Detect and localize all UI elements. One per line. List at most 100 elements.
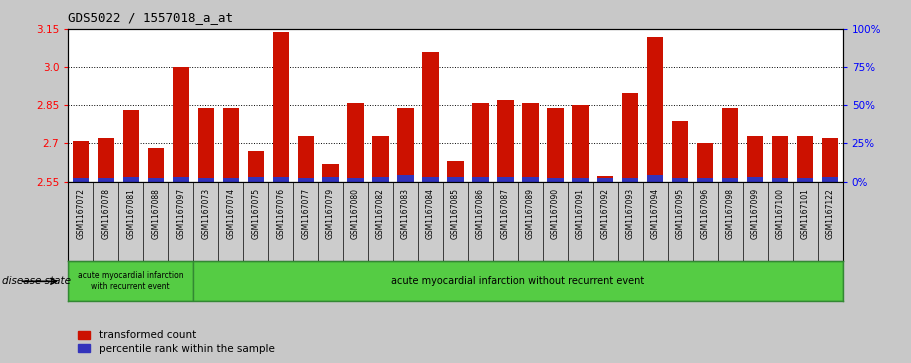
- Bar: [148, 148, 164, 182]
- Text: GSM1167094: GSM1167094: [650, 188, 660, 239]
- Bar: [73, 179, 89, 182]
- Bar: [347, 179, 363, 182]
- Text: GSM1167101: GSM1167101: [801, 188, 810, 239]
- Bar: [797, 179, 814, 182]
- Text: GSM1167073: GSM1167073: [201, 188, 210, 239]
- Bar: [697, 143, 713, 182]
- Text: GSM1167087: GSM1167087: [501, 188, 510, 239]
- Bar: [298, 179, 313, 182]
- Bar: [322, 177, 339, 182]
- Bar: [373, 177, 389, 182]
- Bar: [198, 179, 214, 182]
- Text: GSM1167083: GSM1167083: [401, 188, 410, 239]
- Bar: [447, 177, 464, 182]
- Text: GSM1167089: GSM1167089: [526, 188, 535, 239]
- Text: GSM1167095: GSM1167095: [676, 188, 685, 239]
- Text: GSM1167096: GSM1167096: [701, 188, 710, 239]
- Bar: [522, 103, 538, 182]
- Text: GSM1167085: GSM1167085: [451, 188, 460, 239]
- Bar: [123, 110, 138, 182]
- Text: GSM1167098: GSM1167098: [726, 188, 735, 239]
- Text: disease state: disease state: [2, 276, 71, 286]
- Bar: [148, 179, 164, 182]
- Bar: [248, 151, 264, 182]
- Bar: [773, 179, 788, 182]
- Text: GSM1167072: GSM1167072: [77, 188, 86, 239]
- Bar: [622, 179, 639, 182]
- Text: GDS5022 / 1557018_a_at: GDS5022 / 1557018_a_at: [68, 11, 233, 24]
- Text: GSM1167082: GSM1167082: [376, 188, 385, 239]
- Text: GSM1167086: GSM1167086: [476, 188, 485, 239]
- Bar: [473, 177, 488, 182]
- Bar: [373, 136, 389, 182]
- Bar: [222, 108, 239, 182]
- Bar: [747, 177, 763, 182]
- Bar: [647, 37, 663, 182]
- Bar: [797, 136, 814, 182]
- Bar: [647, 175, 663, 182]
- Text: GSM1167122: GSM1167122: [825, 188, 834, 238]
- Legend: transformed count, percentile rank within the sample: transformed count, percentile rank withi…: [74, 326, 279, 358]
- Bar: [272, 32, 289, 182]
- Bar: [123, 177, 138, 182]
- Text: GSM1167084: GSM1167084: [426, 188, 435, 239]
- Bar: [722, 179, 739, 182]
- Text: GSM1167097: GSM1167097: [176, 188, 185, 239]
- Text: GSM1167080: GSM1167080: [351, 188, 360, 239]
- Bar: [572, 179, 589, 182]
- Bar: [548, 179, 564, 182]
- Text: GSM1167078: GSM1167078: [101, 188, 110, 239]
- Bar: [822, 138, 838, 182]
- Bar: [822, 177, 838, 182]
- Text: GSM1167092: GSM1167092: [601, 188, 609, 239]
- Bar: [622, 93, 639, 182]
- Bar: [248, 177, 264, 182]
- Text: GSM1167075: GSM1167075: [251, 188, 261, 239]
- Text: acute myocardial infarction
with recurrent event: acute myocardial infarction with recurre…: [78, 271, 184, 291]
- Text: GSM1167088: GSM1167088: [151, 188, 160, 239]
- Bar: [473, 103, 488, 182]
- Text: GSM1167076: GSM1167076: [276, 188, 285, 239]
- Bar: [697, 179, 713, 182]
- Text: GSM1167079: GSM1167079: [326, 188, 335, 239]
- Bar: [672, 121, 689, 182]
- Bar: [497, 100, 514, 182]
- Text: acute myocardial infarction without recurrent event: acute myocardial infarction without recu…: [392, 276, 645, 286]
- Bar: [497, 177, 514, 182]
- Bar: [423, 177, 438, 182]
- Bar: [397, 108, 414, 182]
- Bar: [222, 179, 239, 182]
- Text: GSM1167090: GSM1167090: [551, 188, 560, 239]
- Bar: [198, 108, 214, 182]
- Bar: [68, 261, 193, 301]
- Bar: [298, 136, 313, 182]
- Bar: [73, 141, 89, 182]
- Text: GSM1167077: GSM1167077: [302, 188, 310, 239]
- Bar: [522, 177, 538, 182]
- Bar: [722, 108, 739, 182]
- Bar: [598, 179, 613, 182]
- Text: GSM1167093: GSM1167093: [626, 188, 635, 239]
- Bar: [672, 179, 689, 182]
- Bar: [97, 138, 114, 182]
- Bar: [598, 176, 613, 182]
- Bar: [572, 105, 589, 182]
- Bar: [447, 161, 464, 182]
- Bar: [322, 164, 339, 182]
- Bar: [747, 136, 763, 182]
- Bar: [172, 177, 189, 182]
- Bar: [193, 261, 843, 301]
- Text: GSM1167099: GSM1167099: [751, 188, 760, 239]
- Bar: [272, 177, 289, 182]
- Bar: [548, 108, 564, 182]
- Bar: [397, 175, 414, 182]
- Bar: [423, 52, 438, 182]
- Text: GSM1167074: GSM1167074: [226, 188, 235, 239]
- Bar: [773, 136, 788, 182]
- Bar: [347, 103, 363, 182]
- Text: GSM1167091: GSM1167091: [576, 188, 585, 239]
- Bar: [172, 67, 189, 182]
- Bar: [97, 179, 114, 182]
- Text: GSM1167100: GSM1167100: [776, 188, 784, 239]
- Text: GSM1167081: GSM1167081: [127, 188, 135, 239]
